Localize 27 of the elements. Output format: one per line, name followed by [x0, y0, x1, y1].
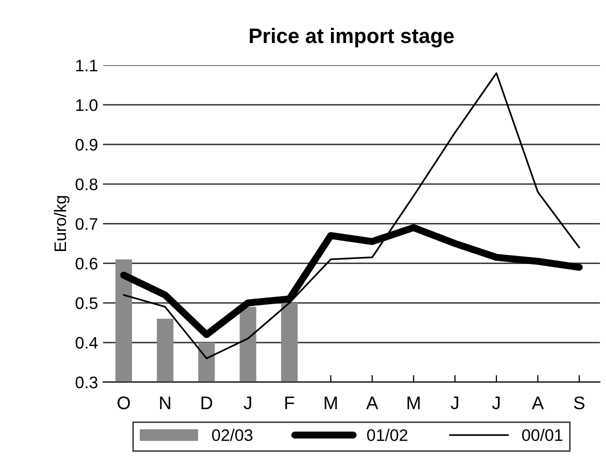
x-tick-label: S [574, 396, 584, 410]
y-tick-label: 1.0 [76, 99, 98, 112]
y-tick-label: 1.1 [76, 60, 98, 72]
y-tick-label: 0.4 [76, 336, 98, 349]
x-tick-label: D [202, 396, 212, 410]
x-tick-label: A [366, 396, 378, 410]
y-tick-label: 0.5 [76, 297, 98, 310]
x-tick-label: F [285, 396, 294, 410]
y-axis-title: Euro/kg [54, 196, 70, 252]
y-tick-label: 0.8 [76, 178, 98, 190]
x-tick-label: J [244, 396, 252, 410]
chart-title: Price at import stage [250, 28, 454, 48]
y-tick-label: 0.3 [76, 376, 98, 388]
x-tick-label: A [532, 396, 544, 410]
x-tick-label: M [408, 396, 420, 410]
y-tick-label: 0.7 [76, 218, 98, 230]
y-tick-label: 0.6 [76, 258, 98, 270]
legend-label: 00/01 [522, 428, 562, 442]
x-tick-label: O [118, 396, 130, 410]
x-tick-label: J [492, 396, 500, 410]
x-tick-label: M [324, 396, 337, 410]
line-series [122, 72, 580, 360]
y-tick-label: 0.9 [76, 138, 98, 151]
x-tick-label: J [450, 396, 458, 410]
x-tick-label: N [160, 396, 170, 410]
legend-label: 01/02 [367, 428, 408, 442]
legend-label: 02/03 [212, 428, 252, 442]
